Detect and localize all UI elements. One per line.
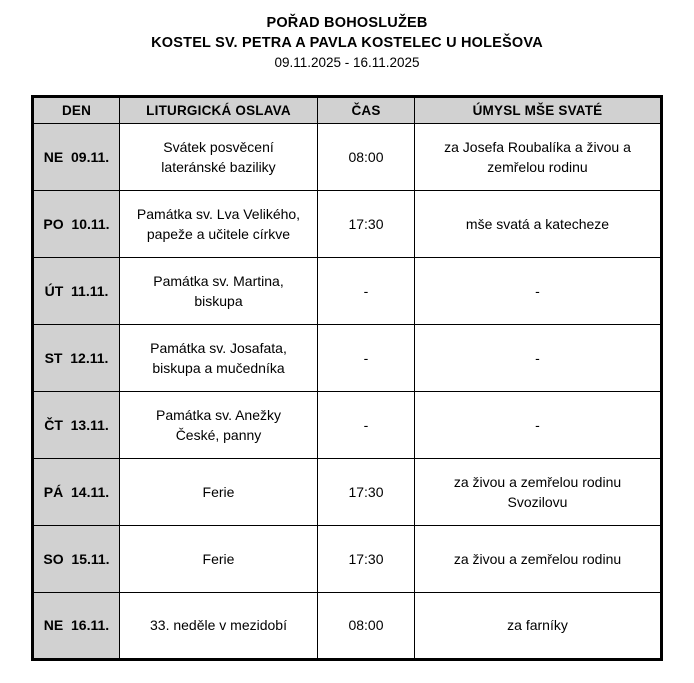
day-cell: PO 10.11.: [32, 190, 120, 258]
day-cell: ST 12.11.: [32, 324, 120, 392]
schedule-table-body: NE 09.11. Svátek posvěcení lateránské ba…: [32, 123, 662, 660]
intention-cell: za živou a zemřelou rodinu: [414, 525, 662, 593]
intention-cell: mše svatá a katecheze: [414, 190, 662, 258]
col-header-den: DEN: [32, 96, 120, 124]
intention-cell: -: [414, 324, 662, 392]
celebration-cell: Památka sv. Lva Velikého, papeže a učite…: [119, 190, 318, 258]
time-cell: 17:30: [317, 190, 415, 258]
table-row: PÁ 14.11. Ferie 17:30 za živou a zemřelo…: [32, 458, 662, 526]
table-row: PO 10.11. Památka sv. Lva Velikého, pape…: [32, 190, 662, 258]
time-cell: -: [317, 257, 415, 325]
celebration-cell: Památka sv. Martina, biskupa: [119, 257, 318, 325]
time-cell: 17:30: [317, 525, 415, 593]
day-cell: ÚT 11.11.: [32, 257, 120, 325]
celebration-cell: Památka sv. Anežky České, panny: [119, 391, 318, 459]
table-row: NE 16.11. 33. neděle v mezidobí 08:00 za…: [32, 592, 662, 660]
intention-cell: -: [414, 391, 662, 459]
col-header-cas: ČAS: [317, 96, 415, 124]
page-title: POŘAD BOHOSLUŽEB: [266, 15, 428, 31]
document-header: POŘAD BOHOSLUŽEB KOSTEL SV. PETRA A PAVL…: [0, 13, 694, 73]
day-cell: ČT 13.11.: [32, 391, 120, 459]
celebration-cell: Památka sv. Josafata, biskupa a mučedník…: [119, 324, 318, 392]
time-cell: -: [317, 324, 415, 392]
header-row: DEN LITURGICKÁ OSLAVA ČAS ÚMYSL MŠE SVAT…: [32, 96, 662, 124]
time-cell: 08:00: [317, 123, 415, 191]
date-range: 09.11.2025 - 16.11.2025: [274, 55, 420, 70]
day-cell: PÁ 14.11.: [32, 458, 120, 526]
table-row: SO 15.11. Ferie 17:30 za živou a zemřelo…: [32, 525, 662, 593]
day-cell: SO 15.11.: [32, 525, 120, 593]
intention-cell: za živou a zemřelou rodinu Svozilovu: [414, 458, 662, 526]
day-cell: NE 09.11.: [32, 123, 120, 191]
schedule-table-head: DEN LITURGICKÁ OSLAVA ČAS ÚMYSL MŠE SVAT…: [32, 96, 662, 124]
table-row: ÚT 11.11. Památka sv. Martina, biskupa -…: [32, 257, 662, 325]
table-row: NE 09.11. Svátek posvěcení lateránské ba…: [32, 123, 662, 191]
page-subtitle: KOSTEL SV. PETRA A PAVLA KOSTELEC U HOLE…: [151, 35, 543, 51]
time-cell: -: [317, 391, 415, 459]
celebration-cell: 33. neděle v mezidobí: [119, 592, 318, 660]
table-row: ST 12.11. Památka sv. Josafata, biskupa …: [32, 324, 662, 392]
celebration-cell: Ferie: [119, 458, 318, 526]
time-cell: 08:00: [317, 592, 415, 660]
table-row: ČT 13.11. Památka sv. Anežky České, pann…: [32, 391, 662, 459]
schedule-table: DEN LITURGICKÁ OSLAVA ČAS ÚMYSL MŠE SVAT…: [31, 95, 663, 661]
col-header-liturgicka-oslava: LITURGICKÁ OSLAVA: [119, 96, 318, 124]
col-header-umysl-mse-svate: ÚMYSL MŠE SVATÉ: [414, 96, 662, 124]
celebration-cell: Svátek posvěcení lateránské baziliky: [119, 123, 318, 191]
time-cell: 17:30: [317, 458, 415, 526]
day-cell: NE 16.11.: [32, 592, 120, 660]
intention-cell: -: [414, 257, 662, 325]
celebration-cell: Ferie: [119, 525, 318, 593]
intention-cell: za farníky: [414, 592, 662, 660]
intention-cell: za Josefa Roubalíka a živou a zemřelou r…: [414, 123, 662, 191]
